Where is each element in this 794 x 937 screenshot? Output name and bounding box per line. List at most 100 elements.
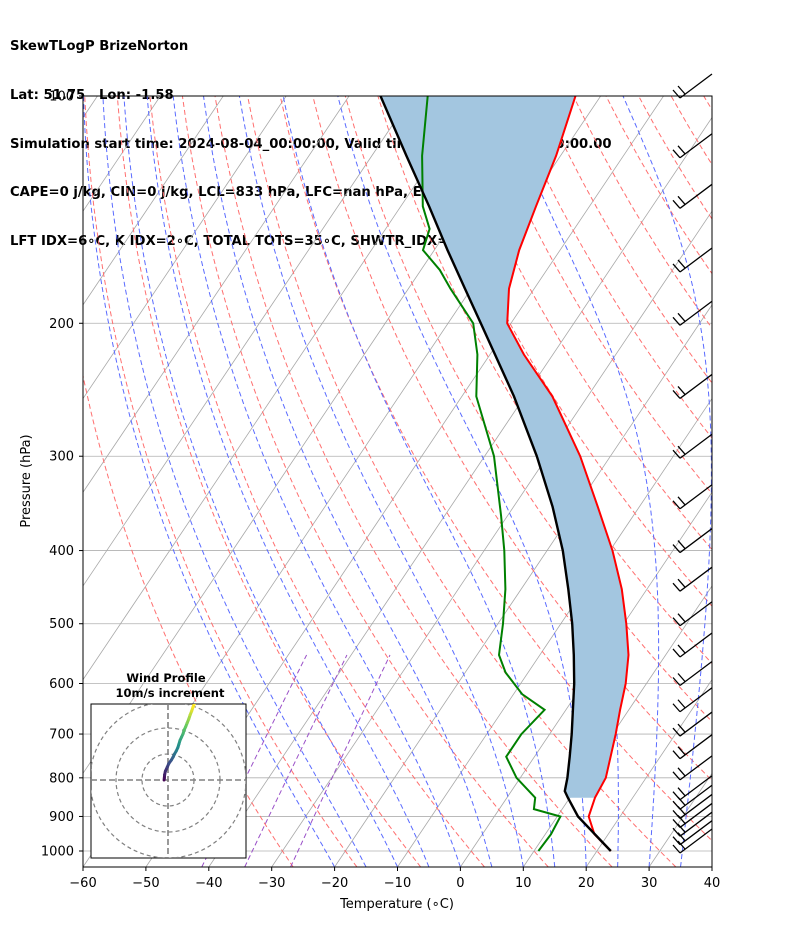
x-axis-label: Temperature (∘C) (339, 897, 454, 912)
dry-adiabat-line (703, 96, 712, 111)
wind-barb (672, 660, 713, 687)
background-lines (83, 96, 794, 867)
wind-barb (672, 632, 713, 658)
dry-adiabat-line (442, 96, 712, 551)
wind-barb (672, 433, 713, 459)
isotherm-line (83, 96, 350, 493)
isotherm-line (83, 96, 224, 306)
wind-barb (672, 828, 713, 854)
x-tick-label: 40 (704, 876, 721, 891)
x-tick-label: 0 (456, 876, 464, 891)
dry-adiabat-line (83, 373, 294, 867)
dry-adiabat-line (247, 96, 677, 867)
x-tick-label: −30 (258, 876, 285, 891)
dry-adiabat-line (344, 96, 712, 723)
moist-adiabat-line (203, 96, 493, 867)
moist-adiabat-line (337, 96, 587, 867)
x-tick-label: 30 (641, 876, 658, 891)
x-tick-label: −60 (69, 876, 96, 891)
wind-barb (672, 566, 713, 592)
moist-adiabat-line (102, 96, 367, 867)
x-tick-label: 10 (515, 876, 532, 891)
dry-adiabat-line (769, 96, 794, 867)
moist-adiabat-line (238, 96, 524, 867)
parcel-profile (379, 96, 612, 852)
isotherm-line (271, 210, 712, 867)
isotherm-line (397, 397, 712, 867)
mixing-ratio-line (290, 654, 391, 867)
moist-adiabat-line (123, 96, 398, 867)
y-axis-label: Pressure (hPa) (19, 434, 34, 527)
y-tick-label: 500 (49, 617, 74, 632)
wind-barb (672, 133, 713, 159)
hodograph-segment (191, 704, 196, 709)
y-tick-label: 100 (49, 90, 74, 105)
moist-adiabat-line (172, 96, 461, 867)
dry-adiabat-line (605, 96, 712, 275)
series-layer (379, 96, 630, 852)
y-tick-label: 400 (49, 544, 74, 559)
wind-barbs (672, 73, 713, 854)
temperature-profile (506, 96, 630, 852)
y-tick-label: 700 (49, 728, 74, 743)
dry-adiabat-line (507, 96, 712, 439)
x-axis-ticks: −60 −50 −40 −30 −20 −10 0 10 20 30 40 (69, 867, 720, 891)
chart-title: SkewTLogP BrizeNorton (10, 39, 189, 55)
dry-adiabat-line (638, 96, 712, 220)
wind-barb (672, 247, 713, 273)
wind-barb (672, 484, 713, 510)
wind-barb (672, 300, 713, 326)
wind-barb (672, 775, 713, 801)
dry-adiabat-line (84, 96, 358, 867)
y-tick-label: 300 (49, 450, 74, 465)
wind-barb (672, 73, 713, 99)
moist-adiabat-line (622, 96, 712, 867)
dry-adiabat-line (475, 96, 712, 495)
isotherm-line (334, 304, 712, 867)
hodograph-subtitle: 10m/s increment (116, 686, 225, 700)
x-tick-label: −50 (132, 876, 159, 891)
x-tick-label: −10 (384, 876, 411, 891)
wind-barb (672, 711, 713, 737)
dry-adiabat-line (736, 96, 794, 867)
moist-adiabat-line (83, 96, 336, 867)
isotherm-line (83, 96, 287, 400)
mixing-ratio-line (244, 654, 348, 867)
isotherm-line (585, 678, 712, 867)
x-tick-label: −20 (321, 876, 348, 891)
isotherm-line (460, 491, 712, 867)
dry-adiabat-line (116, 96, 422, 867)
dewpoint-profile (421, 96, 562, 852)
y-tick-label: 800 (49, 771, 74, 786)
y-tick-label: 600 (49, 677, 74, 692)
hodograph-grid (91, 704, 246, 858)
x-tick-label: 20 (578, 876, 595, 891)
cape-cin-shading (380, 96, 629, 798)
y-tick-label: 1000 (41, 845, 74, 860)
y-tick-label: 200 (49, 317, 74, 332)
isotherm-line (83, 96, 413, 587)
wind-barb (672, 734, 713, 760)
wind-barb (672, 183, 713, 209)
dry-adiabat-line (149, 96, 485, 867)
hodograph-trace (162, 704, 196, 782)
moist-adiabat-line (282, 96, 556, 867)
y-tick-label: 900 (49, 810, 74, 825)
wind-barb (672, 755, 713, 781)
dry-adiabat-line (181, 96, 549, 867)
wind-barb (672, 820, 713, 846)
moist-adiabat-line (146, 96, 430, 867)
x-tick-label: −40 (195, 876, 222, 891)
wind-barb (672, 373, 713, 399)
wind-barb (672, 601, 713, 627)
isotherm-line (711, 866, 712, 867)
moist-adiabat-line (711, 863, 712, 867)
isotherm-line (83, 96, 476, 681)
hodograph-inset: Wind Profile 10m/s increment (90, 671, 247, 859)
y-axis-ticks: 100 200 300 400 500 600 700 800 900 1000 (41, 90, 83, 860)
wind-barb (672, 687, 713, 713)
hodograph-title: Wind Profile (126, 671, 206, 685)
wind-barb (672, 528, 713, 554)
dry-adiabat-line (214, 96, 613, 867)
